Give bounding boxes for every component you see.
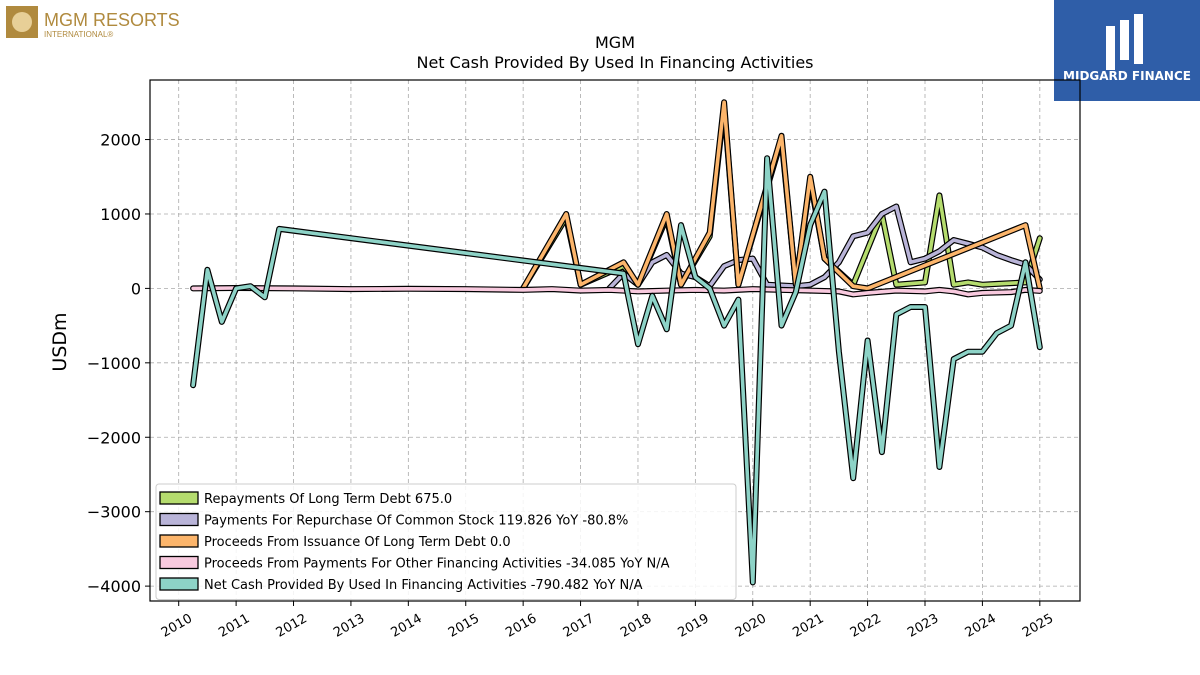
y-tick-label: −3000 xyxy=(87,503,141,522)
legend-swatch xyxy=(159,577,199,591)
x-tick-label: 2020 xyxy=(733,611,769,641)
chart-subtitle: Net Cash Provided By Used In Financing A… xyxy=(416,53,813,72)
legend-entry: Net Cash Provided By Used In Financing A… xyxy=(204,578,643,593)
y-tick-label: 1000 xyxy=(100,205,141,224)
y-tick-label: −1000 xyxy=(87,354,141,373)
series-line xyxy=(190,155,1043,586)
x-tick-label: 2017 xyxy=(561,611,597,641)
legend-swatch xyxy=(159,512,199,527)
y-axis-label: USDm xyxy=(49,312,71,371)
mgm-resorts-logo: MGM RESORTS INTERNATIONAL® xyxy=(6,6,180,39)
legend-swatch xyxy=(159,555,199,570)
x-tick-label: 2023 xyxy=(905,611,941,641)
legend-entry: Payments For Repurchase Of Common Stock … xyxy=(204,514,628,529)
legend-entry: Proceeds From Issuance Of Long Term Debt… xyxy=(204,535,511,550)
legend-box xyxy=(155,483,737,600)
series-stroke xyxy=(191,286,1042,297)
series-stroke xyxy=(191,156,1042,585)
chart-title: MGM xyxy=(595,33,635,52)
series-line xyxy=(190,285,1043,298)
brand-left-name: MGM RESORTS xyxy=(44,10,180,30)
series-layer xyxy=(190,99,1043,586)
x-tick-label: 2024 xyxy=(963,611,999,641)
legend-entry: Proceeds From Payments For Other Financi… xyxy=(204,557,670,572)
legend-swatch xyxy=(159,534,199,548)
series-outline xyxy=(520,99,1043,292)
x-axis-ticks: 2010 2011 2012 2013 2014 2015 2016 2017 2018 2019… xyxy=(159,601,1056,641)
y-tick-label: 0 xyxy=(131,279,141,298)
x-tick-label: 2018 xyxy=(618,611,654,641)
lion-head-icon xyxy=(12,12,32,32)
series-stroke xyxy=(521,100,1042,291)
midgard-finance-logo: MIDGARD FINANCE xyxy=(1054,0,1200,101)
brand-right-name: MIDGARD FINANCE xyxy=(1063,69,1191,83)
x-tick-label: 2012 xyxy=(274,611,310,641)
series-line xyxy=(520,99,1043,292)
x-tick-label: 2021 xyxy=(790,611,826,641)
y-tick-label: 2000 xyxy=(100,131,141,150)
y-tick-label: −4000 xyxy=(87,577,141,596)
legend: Repayments Of Long Term Debt 675.0 Paymen… xyxy=(155,483,737,600)
x-tick-label: 2013 xyxy=(331,611,367,641)
brand-left-sub: INTERNATIONAL® xyxy=(44,30,113,39)
x-tick-label: 2022 xyxy=(848,611,884,641)
x-tick-label: 2014 xyxy=(389,611,425,641)
x-tick-label: 2011 xyxy=(216,611,252,641)
x-tick-label: 2019 xyxy=(676,611,712,641)
y-axis-ticks: −4000 −3000 −2000 −1000 0 1000 2000 xyxy=(87,131,150,596)
x-tick-label: 2010 xyxy=(159,611,195,641)
legend-entry: Repayments Of Long Term Debt 675.0 xyxy=(204,492,452,507)
y-tick-label: −2000 xyxy=(87,428,141,447)
x-tick-label: 2015 xyxy=(446,611,482,641)
midgard-emblem-icon xyxy=(1106,14,1143,70)
x-tick-label: 2025 xyxy=(1020,611,1056,641)
x-tick-label: 2016 xyxy=(503,611,539,641)
legend-swatch xyxy=(159,491,199,505)
plot-frame xyxy=(149,79,1081,602)
